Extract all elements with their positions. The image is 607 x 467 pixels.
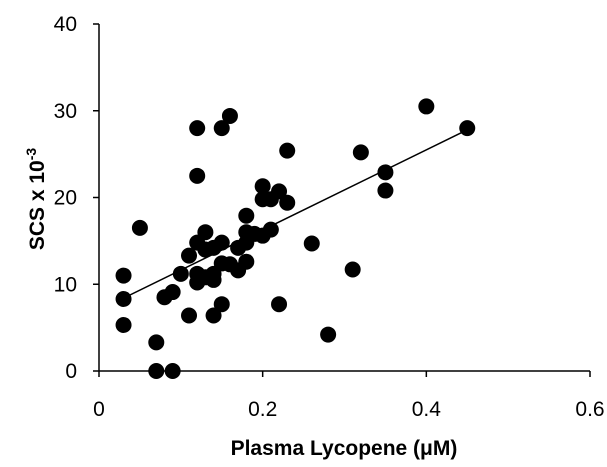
data-point	[189, 167, 206, 184]
x-tick-label: 0	[93, 398, 105, 421]
data-point	[181, 307, 198, 324]
data-point	[221, 107, 238, 124]
data-point	[131, 219, 148, 236]
data-point	[172, 265, 189, 282]
data-point	[115, 267, 132, 284]
data-point	[279, 142, 296, 159]
data-point	[213, 296, 230, 313]
y-ticks: 0 10 20 30 40	[54, 13, 99, 383]
data-point	[115, 317, 132, 334]
data-point	[164, 363, 181, 379]
y-axis-title-superscript: -3	[23, 148, 39, 161]
y-tick-label: 10	[54, 273, 77, 296]
x-axis-title: Plasma Lycopene (μM)	[231, 437, 458, 460]
data-point	[279, 194, 296, 211]
x-tick-label: 0.2	[248, 398, 277, 421]
data-point	[148, 363, 165, 379]
x-tick-label: 0.4	[412, 398, 442, 421]
data-point	[303, 235, 320, 252]
y-tick-label: 20	[54, 187, 77, 210]
data-point	[238, 207, 255, 224]
y-tick-label: 0	[65, 360, 77, 383]
data-point	[205, 307, 222, 324]
data-point	[418, 98, 435, 115]
data-point	[238, 253, 255, 270]
x-tick-label: 0.6	[575, 398, 604, 421]
data-point	[344, 261, 361, 278]
y-tick-label: 40	[54, 13, 77, 36]
y-axis-title: SCS x 10-3	[23, 148, 49, 251]
data-point	[377, 164, 394, 181]
data-point	[377, 182, 394, 199]
data-point	[459, 120, 476, 137]
y-tick-label: 30	[54, 100, 77, 123]
data-points	[115, 98, 476, 379]
data-point	[271, 183, 288, 200]
data-point	[189, 120, 206, 137]
data-point	[115, 290, 132, 307]
data-point	[262, 221, 279, 238]
data-point	[320, 326, 337, 343]
y-axis-title-base: SCS x 10	[26, 160, 49, 250]
data-point	[213, 234, 230, 251]
data-point	[205, 271, 222, 288]
data-point	[352, 144, 369, 161]
data-point	[164, 284, 181, 301]
data-point	[271, 296, 288, 313]
x-ticks: 0 0.2 0.4 0.6	[93, 371, 605, 421]
data-point	[148, 334, 165, 351]
data-point	[181, 247, 198, 264]
data-point	[197, 224, 214, 241]
data-point	[213, 120, 230, 137]
data-point	[254, 178, 271, 195]
